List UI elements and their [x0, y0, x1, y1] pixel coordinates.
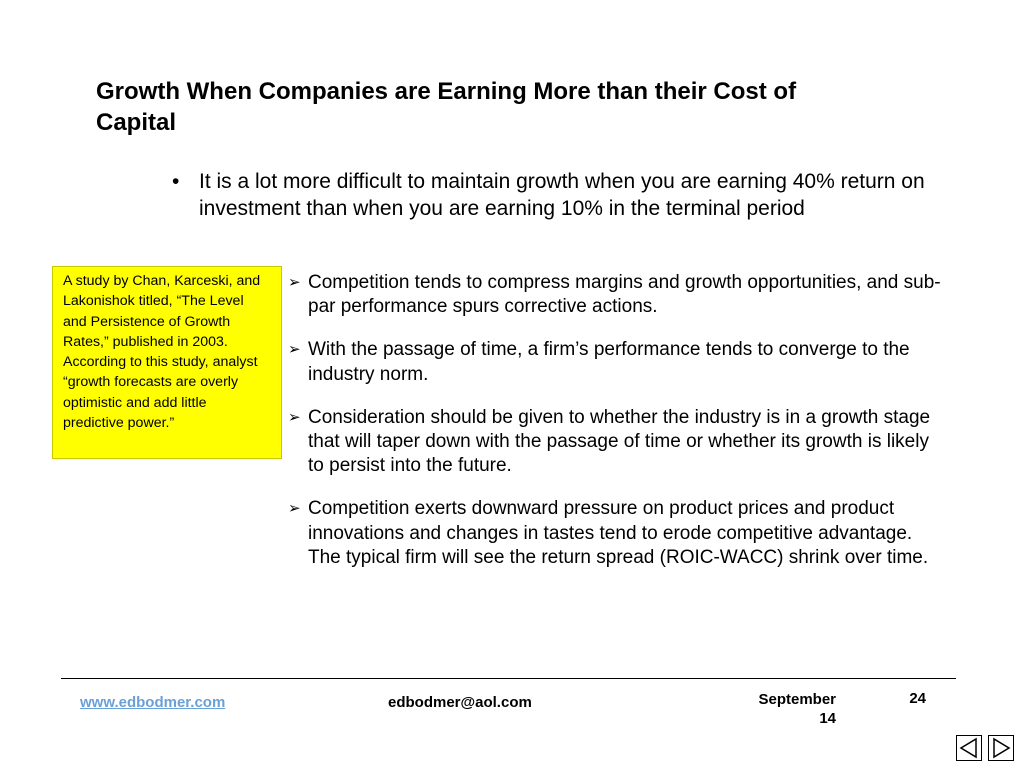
list-item: ➢ Consideration should be given to wheth… — [288, 406, 948, 479]
triangle-left-icon — [959, 737, 977, 759]
previous-slide-button[interactable] — [956, 735, 982, 761]
list-item-text: Consideration should be given to whether… — [308, 406, 931, 477]
list-item-text: Competition tends to compress margins an… — [308, 272, 941, 318]
footer-date-day: 14 — [819, 710, 836, 727]
bullet-marker: • — [172, 170, 180, 193]
list-item-text: With the passage of time, a firm’s perfo… — [308, 339, 910, 385]
list-item-text: Competition exerts downward pressure on … — [308, 498, 929, 568]
website-link[interactable]: www.edbodmer.com — [80, 694, 226, 711]
main-bullet: • It is a lot more difficult to maintain… — [172, 168, 942, 222]
list-item: ➢ Competition exerts downward pressure o… — [288, 497, 948, 570]
triangle-right-icon — [993, 737, 1011, 759]
list-item: ➢ With the passage of time, a firm’s per… — [288, 338, 948, 386]
study-callout-box: A study by Chan, Karceski, and Lakonisho… — [52, 266, 282, 459]
slide-title: Growth When Companies are Earning More t… — [96, 78, 797, 136]
arrow-bullet-icon: ➢ — [288, 274, 301, 291]
next-slide-button[interactable] — [988, 735, 1014, 761]
footer-divider — [61, 678, 956, 679]
footer-date-month: September — [758, 691, 836, 708]
page-number: 24 — [909, 690, 926, 707]
main-bullet-text: It is a lot more difficult to maintain g… — [199, 170, 925, 220]
callout-text: A study by Chan, Karceski, and Lakonisho… — [63, 273, 261, 432]
arrow-bullet-icon: ➢ — [288, 500, 301, 518]
sub-bullet-list: ➢ Competition tends to compress margins … — [288, 271, 948, 589]
arrow-bullet-icon: ➢ — [288, 341, 301, 359]
arrow-bullet-icon: ➢ — [288, 408, 301, 426]
footer-date: September 14 — [728, 690, 836, 728]
list-item: ➢ Competition tends to compress margins … — [288, 271, 948, 319]
footer-email: edbodmer@aol.com — [388, 694, 532, 711]
